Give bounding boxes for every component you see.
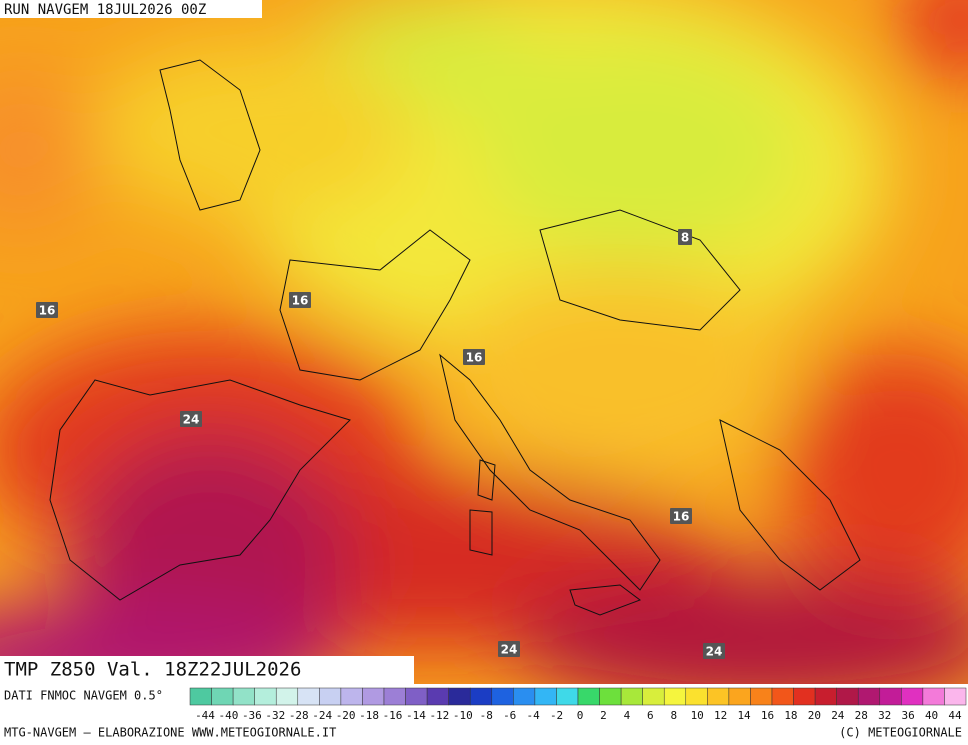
contour-label-box — [498, 641, 520, 657]
legend-label: 16 — [761, 709, 774, 722]
color-swatch — [771, 687, 794, 706]
legend-label: 36 — [902, 709, 915, 722]
color-swatch — [836, 687, 859, 706]
footer-left: MTG-NAVGEM – ELABORAZIONE WWW.METEOGIORN… — [4, 726, 336, 740]
color-swatch — [663, 687, 687, 706]
color-swatch — [944, 687, 967, 706]
contour-label: 16 — [39, 304, 56, 318]
color-swatch — [469, 687, 493, 706]
legend-label: 40 — [925, 709, 938, 722]
color-swatch — [620, 687, 643, 706]
legend-label: -36 — [242, 709, 262, 722]
contour-label: 24 — [183, 413, 200, 427]
contour-label: 16 — [466, 351, 483, 365]
legend-label: -6 — [503, 709, 516, 722]
legend-label: -4 — [527, 709, 541, 722]
color-swatch — [599, 687, 622, 706]
legend-label: 0 — [577, 709, 584, 722]
legend-label: 6 — [647, 709, 654, 722]
color-swatch — [879, 687, 902, 706]
color-swatch — [556, 687, 579, 706]
color-swatch — [319, 687, 342, 706]
legend-label: -18 — [359, 709, 379, 722]
color-swatch — [707, 687, 730, 706]
legend-label: -24 — [312, 709, 332, 722]
color-swatch — [448, 687, 471, 706]
legend-label: -32 — [265, 709, 285, 722]
contour-label: 24 — [706, 645, 723, 659]
color-swatch — [405, 687, 428, 706]
footer-right: (C) METEOGIORNALE — [839, 726, 962, 740]
contour-label-box — [463, 349, 485, 365]
legend-label: 44 — [948, 709, 962, 722]
legend-label: -16 — [383, 709, 403, 722]
contour-label: 16 — [673, 510, 690, 524]
legend-label: 32 — [878, 709, 891, 722]
run-title: RUN NAVGEM 18JUL2026 00Z — [4, 2, 206, 18]
contour-label-box — [289, 292, 311, 308]
color-swatch — [232, 687, 255, 706]
coastlines — [49, 59, 861, 616]
legend-label: 20 — [808, 709, 821, 722]
legend-label: 12 — [714, 709, 727, 722]
contour-label: 8 — [681, 231, 689, 245]
color-swatch — [254, 687, 277, 706]
contour-label-box — [678, 229, 692, 245]
legend-label: -14 — [406, 709, 426, 722]
legend-label: -2 — [550, 709, 563, 722]
legend-label: 14 — [737, 709, 751, 722]
color-swatch — [642, 687, 665, 706]
legend-label: 24 — [831, 709, 845, 722]
color-swatch — [750, 687, 773, 706]
color-swatch — [901, 687, 924, 706]
temperature-field — [0, 0, 968, 684]
legend-label: 18 — [784, 709, 797, 722]
header-box — [0, 0, 262, 18]
legend-label: -40 — [219, 709, 239, 722]
contour-label-box — [703, 643, 725, 659]
color-swatch — [211, 687, 234, 706]
contour-label: 16 — [292, 294, 309, 308]
legend-label: -28 — [289, 709, 309, 722]
color-swatch — [383, 687, 406, 706]
contour-label-box — [180, 411, 202, 427]
legend-label: 4 — [624, 709, 631, 722]
color-swatch — [297, 687, 320, 706]
legend-label: 8 — [670, 709, 677, 722]
color-swatch — [362, 687, 385, 706]
color-swatch — [577, 687, 600, 706]
legend-label: -20 — [336, 709, 356, 722]
legend-label: 10 — [691, 709, 704, 722]
contour-label-box — [670, 508, 692, 524]
color-swatch — [728, 687, 751, 706]
legend-label: -10 — [453, 709, 473, 722]
legend-label: -44 — [195, 709, 215, 722]
color-swatch — [513, 687, 536, 706]
color-swatch — [275, 687, 299, 706]
field-title: TMP Z850 Val. 18Z22JUL2026 — [4, 659, 301, 681]
color-swatch — [685, 687, 708, 706]
color-swatch — [534, 687, 557, 706]
field-box — [0, 656, 414, 684]
color-swatch — [857, 687, 881, 706]
legend-label: 2 — [600, 709, 607, 722]
color-swatch — [814, 687, 837, 706]
contour-label-box — [36, 302, 58, 318]
color-swatch — [340, 687, 363, 706]
color-swatch — [426, 687, 449, 706]
legend-source: DATI FNMOC NAVGEM 0.5° — [4, 689, 163, 703]
contour-label: 24 — [501, 643, 518, 657]
color-swatch — [793, 687, 816, 706]
legend-label: 28 — [855, 709, 868, 722]
legend-label: -12 — [429, 709, 449, 722]
color-swatch — [922, 687, 945, 706]
legend-label: -8 — [480, 709, 493, 722]
color-swatch — [189, 687, 212, 706]
color-swatch — [491, 687, 514, 706]
